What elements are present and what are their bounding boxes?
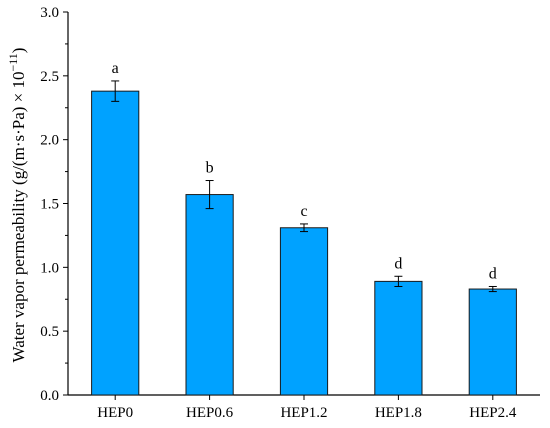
bar-HEP0.6	[185, 194, 234, 396]
x-tick-label: HEP0.6	[186, 405, 234, 421]
x-tick-label: HEP2.4	[469, 405, 517, 421]
y-tick-label: 0.0	[40, 388, 59, 404]
plot-area: 0.0 0.5 1.0 1.5 2.0 2.5 3.0 a HEP0 b HEP0.6 c HEP1.2…	[40, 5, 540, 421]
bar-HEP1.8	[374, 280, 423, 396]
y-tick-label: 2.0	[40, 133, 59, 149]
x-tick-label: HEP1.8	[375, 405, 422, 421]
bar-HEP2.4	[468, 288, 517, 396]
x-tick-label: HEP0	[97, 405, 133, 421]
bar-HEP1.2	[279, 227, 329, 396]
y-tick-label: 1.0	[40, 260, 59, 276]
significance-label: c	[300, 203, 307, 220]
bar-HEP0	[91, 90, 140, 396]
y-tick-label: 1.5	[40, 197, 59, 213]
significance-label: d	[394, 255, 402, 272]
y-tick-label: 2.5	[40, 69, 59, 85]
y-axis-label: Water vapor permeability (g/(m·s·Pa) × 1…	[6, 48, 28, 363]
y-tick-label: 0.5	[40, 324, 59, 340]
significance-label: a	[112, 60, 119, 77]
svg-text:Water vapor permeability (g/(m: Water vapor permeability (g/(m·s·Pa) × 1…	[6, 48, 28, 363]
significance-label: b	[206, 160, 214, 177]
y-tick-label: 3.0	[40, 5, 59, 21]
x-tick-label: HEP1.2	[280, 405, 327, 421]
significance-label: d	[489, 265, 497, 282]
